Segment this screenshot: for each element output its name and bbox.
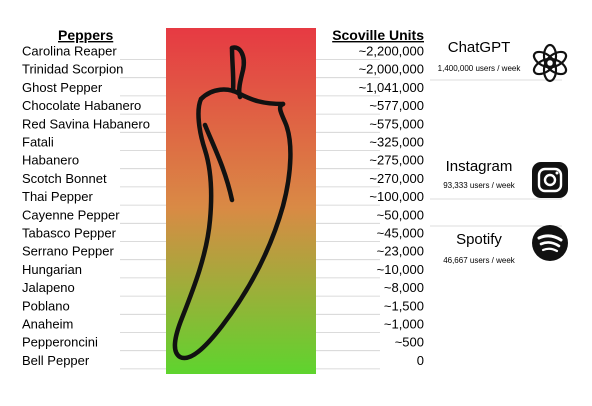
pepper-name: Tabasco Pepper <box>22 226 117 241</box>
scoville-value: ~270,000 <box>369 171 424 186</box>
scoville-value: 0 <box>417 353 424 368</box>
scoville-value: ~50,000 <box>377 207 424 222</box>
peppers-header: Peppers <box>58 27 113 43</box>
annotation-name: Spotify <box>456 231 502 248</box>
scoville-header: Scoville Units <box>332 27 424 43</box>
chili-pepper-icon <box>172 45 293 361</box>
pepper-name: Cayenne Pepper <box>22 207 120 222</box>
pepper-name: Bell Pepper <box>22 353 90 368</box>
pepper-name: Scotch Bonnet <box>22 171 107 186</box>
pepper-name: Anaheim <box>22 317 73 332</box>
scoville-value: ~325,000 <box>369 135 424 150</box>
scoville-value: ~1,000 <box>384 317 424 332</box>
annotation-users: 1,400,000 users / week <box>438 64 522 73</box>
instagram-icon <box>532 162 568 198</box>
pepper-name: Fatali <box>22 135 54 150</box>
scoville-value: ~275,000 <box>369 153 424 168</box>
scoville-value: ~2,000,000 <box>359 62 424 77</box>
scoville-value: ~8,000 <box>384 280 424 295</box>
scoville-value: ~1,041,000 <box>359 80 424 95</box>
pepper-name: Serrano Pepper <box>22 244 114 259</box>
annotation-name: ChatGPT <box>448 39 511 56</box>
pepper-name: Jalapeno <box>22 280 75 295</box>
pepper-name: Habanero <box>22 153 79 168</box>
scoville-value: ~575,000 <box>369 116 424 131</box>
pepper-name: Hungarian <box>22 262 82 277</box>
pepper-name: Poblano <box>22 298 70 313</box>
scoville-value: ~577,000 <box>369 98 424 113</box>
scoville-value: ~500 <box>395 335 424 350</box>
openai-logo-icon <box>532 43 568 83</box>
pepper-name: Ghost Pepper <box>22 80 103 95</box>
scoville-value: ~2,200,000 <box>359 44 424 59</box>
scoville-value: ~10,000 <box>377 262 424 277</box>
scoville-value: ~23,000 <box>377 244 424 259</box>
annotation-name: Instagram <box>446 158 513 175</box>
pepper-name: Pepperoncini <box>22 335 98 350</box>
pepper-name: Red Savina Habanero <box>22 116 150 131</box>
annotation-users: 93,333 users / week <box>443 181 516 190</box>
scoville-value: ~100,000 <box>369 189 424 204</box>
pepper-name: Trinidad Scorpion <box>22 62 123 77</box>
annotation-users: 46,667 users / week <box>443 256 516 265</box>
pepper-name: Thai Pepper <box>22 189 93 204</box>
spotify-icon <box>532 225 568 261</box>
pepper-name: Carolina Reaper <box>22 44 117 59</box>
scoville-value: ~45,000 <box>377 226 424 241</box>
scoville-value: ~1,500 <box>384 298 424 313</box>
pepper-name: Chocolate Habanero <box>22 98 141 113</box>
